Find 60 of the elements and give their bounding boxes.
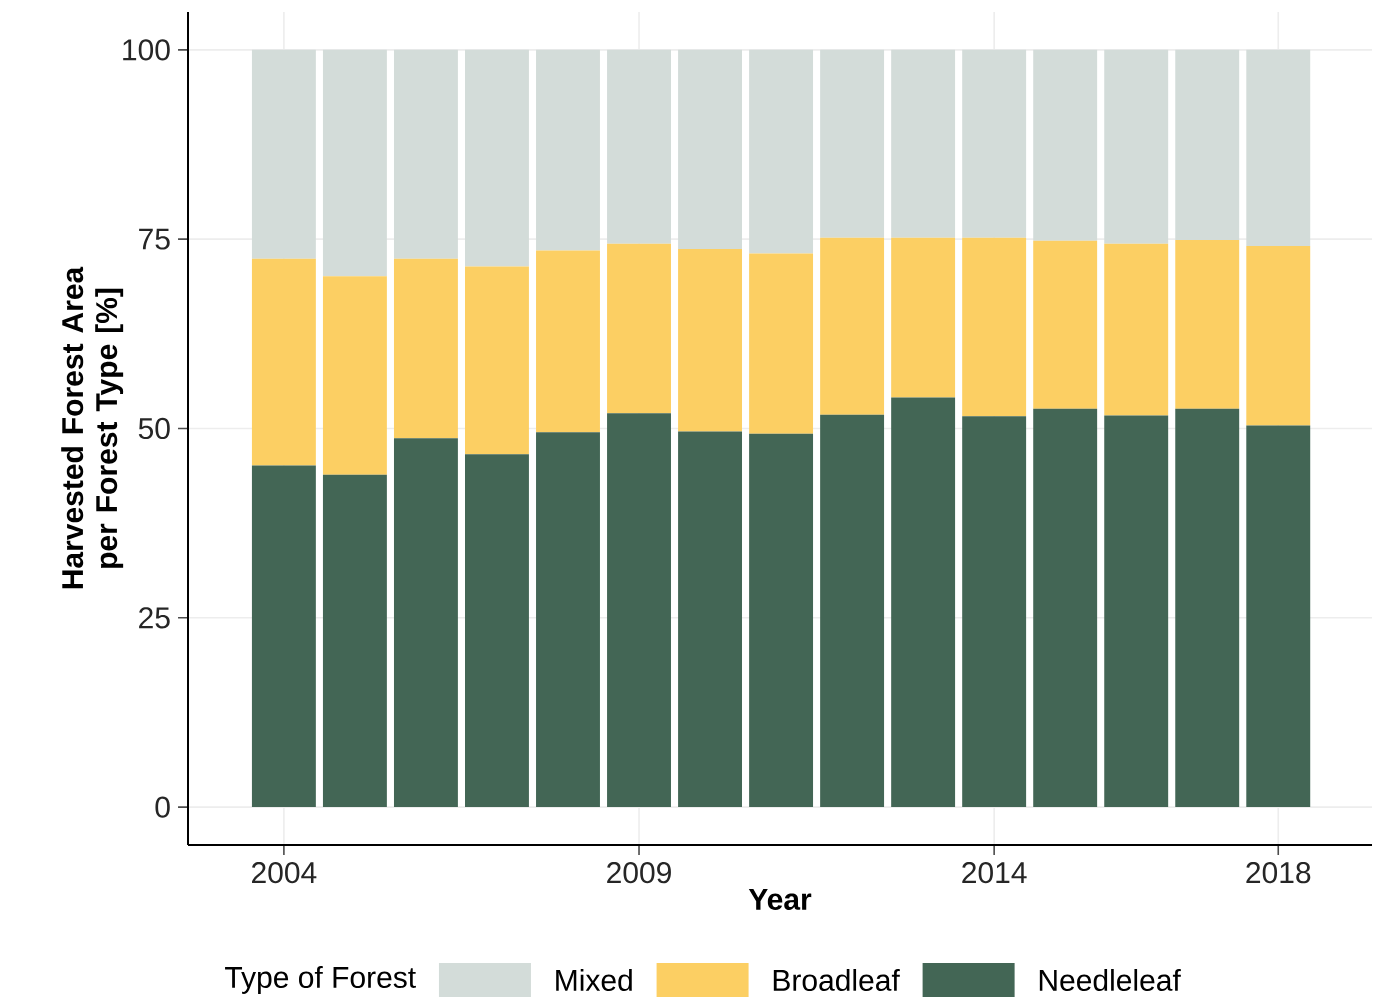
bar bbox=[891, 397, 956, 808]
legend-label: Broadleaf bbox=[773, 968, 900, 991]
bar bbox=[1104, 49, 1169, 244]
legend-label: Mixed bbox=[556, 968, 632, 991]
bar bbox=[1175, 239, 1240, 409]
bar bbox=[536, 49, 600, 251]
x-tick-label: 2009 bbox=[607, 862, 671, 884]
bar bbox=[962, 237, 1027, 417]
x-tick-label: 2014 bbox=[962, 862, 1027, 884]
bar bbox=[1104, 243, 1169, 416]
bar bbox=[607, 243, 671, 414]
bar bbox=[1033, 240, 1098, 409]
bar bbox=[393, 49, 458, 259]
bar bbox=[251, 49, 316, 259]
bar bbox=[678, 431, 743, 808]
bar bbox=[322, 474, 387, 808]
bar bbox=[749, 253, 814, 434]
y-tick-label: 25 bbox=[139, 607, 170, 629]
bar bbox=[1104, 415, 1169, 808]
bar bbox=[891, 237, 956, 398]
bar bbox=[465, 49, 529, 267]
bar bbox=[536, 432, 600, 808]
bar bbox=[820, 49, 885, 238]
bar bbox=[322, 276, 387, 475]
bar bbox=[251, 258, 316, 466]
bar bbox=[749, 49, 814, 254]
bar bbox=[891, 49, 956, 238]
y-tick-label: 50 bbox=[138, 417, 170, 440]
bar bbox=[1246, 49, 1311, 246]
bar bbox=[1175, 408, 1240, 808]
bar bbox=[1246, 425, 1311, 808]
x-tick-label: 2018 bbox=[1246, 862, 1311, 884]
bar bbox=[465, 266, 529, 455]
bar bbox=[607, 413, 671, 808]
x-axis-title: Year bbox=[748, 889, 812, 910]
bar bbox=[678, 249, 743, 432]
legend-title: Type of Forest bbox=[225, 966, 416, 994]
bar bbox=[536, 250, 600, 433]
y-tick-label: 75 bbox=[139, 228, 170, 250]
bar bbox=[1033, 408, 1098, 808]
bar bbox=[393, 438, 458, 808]
y-tick-label: 100 bbox=[123, 39, 170, 61]
bar bbox=[820, 237, 885, 415]
bar bbox=[749, 433, 814, 808]
bar bbox=[607, 49, 671, 244]
legend-label: Needleleaf bbox=[1039, 968, 1181, 991]
bar bbox=[393, 258, 458, 439]
y-tick-label: 0 bbox=[155, 796, 170, 818]
bar bbox=[251, 465, 316, 808]
bar bbox=[962, 49, 1027, 238]
bar bbox=[820, 414, 885, 808]
bar bbox=[962, 416, 1027, 808]
bar bbox=[1246, 245, 1311, 426]
x-tick-label: 2004 bbox=[252, 862, 317, 884]
bar bbox=[1033, 49, 1098, 241]
bar bbox=[678, 49, 743, 250]
y-axis-title: Harvested Forest Area per Forest Type [%] bbox=[61, 266, 124, 589]
bar bbox=[465, 454, 529, 808]
bar bbox=[1175, 49, 1240, 240]
bar bbox=[322, 49, 387, 277]
